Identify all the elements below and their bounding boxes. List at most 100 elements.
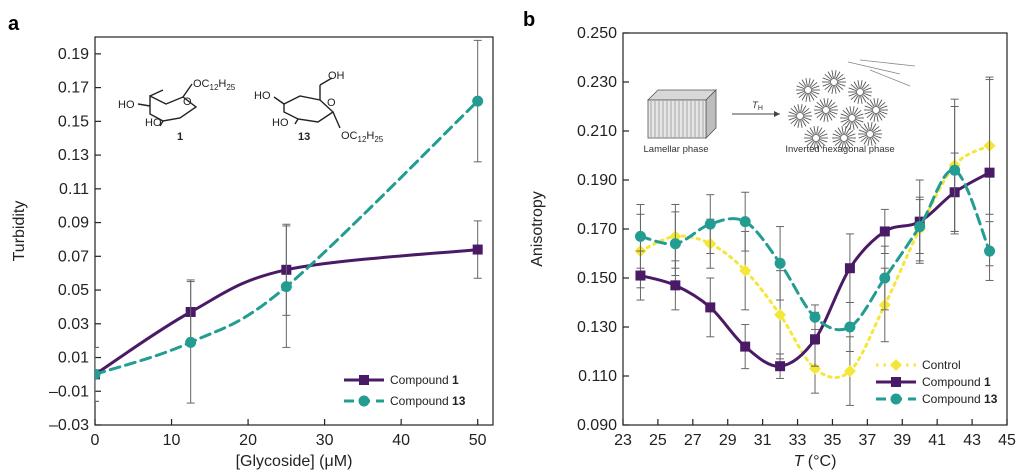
struct1-ho-bottom: HO [145, 117, 162, 129]
y-tick-label: 0.210 [577, 123, 617, 140]
legend-a: Compound 1 Compound 13 [344, 373, 466, 408]
panel-b: b 0.090 0.110 0.130 0.150 0.170 0.190 0.210 0.2… [523, 9, 1016, 470]
data-point [984, 245, 996, 257]
series-line [95, 248, 480, 376]
y-tick-label: 0.190 [577, 172, 617, 189]
legend-swatch-marker [359, 375, 369, 385]
error-bar [95, 346, 99, 402]
x-ticks-a: 0 10 20 30 40 50 [91, 419, 487, 449]
x-tick-label: 23 [614, 432, 632, 449]
x-tick-label: 10 [163, 432, 181, 449]
data-point [809, 311, 821, 323]
y-tick-label: 0.130 [577, 319, 617, 336]
struct13-oh: OH [328, 70, 345, 82]
data-point [740, 341, 751, 352]
bond-anomeric-13 [332, 111, 341, 129]
x-tick-label: 39 [893, 432, 911, 449]
series-line [95, 99, 480, 376]
data-point [705, 302, 716, 313]
data-point [879, 272, 891, 284]
legend-label: Compound 1 [922, 375, 991, 389]
struct13-ho-bottom: HO [272, 117, 289, 129]
y-tick-label: 0.01 [58, 350, 89, 367]
hexagonal-phase-drawing [788, 59, 916, 150]
bond-ho-top-13 [273, 96, 285, 105]
data-point [739, 216, 751, 228]
data-point [95, 368, 101, 380]
legend-item: Compound 1 [876, 375, 991, 389]
x-tick-label: 43 [963, 432, 981, 449]
y-tick-label: 0.13 [58, 147, 89, 164]
y-tick-label: 0.03 [58, 316, 89, 333]
legend-swatch-marker [890, 359, 902, 371]
y-ticks-a: –0.03 –0.01 0.01 0.03 0.05 0.07 0.09 0.11 0.13 0.… [49, 46, 101, 434]
y-tick-label: 0.09 [58, 215, 89, 232]
struct13-chain: OC12H25 [341, 130, 384, 144]
data-point [809, 362, 821, 375]
phase-inset: Lamellar phase TH Inverted hexagonal pha… [644, 59, 916, 155]
ring-oxygen-13: O [327, 97, 336, 109]
data-point [774, 308, 787, 321]
data-point [670, 280, 681, 291]
series-layer-a [95, 39, 484, 404]
y-tick-label: 0.05 [58, 282, 89, 299]
struct1-ho-top: HO [118, 99, 135, 111]
bond-anomeric [182, 83, 193, 98]
legend-item: Compound 1 [344, 373, 459, 387]
bond-ho-bottom-13 [294, 118, 299, 125]
y-tick-label: 0.15 [58, 113, 89, 130]
data-point [774, 257, 786, 269]
data-point [984, 167, 995, 178]
x-tick-label: 50 [469, 432, 487, 449]
x-tick-label: 35 [824, 432, 842, 449]
panel-letter-b: b [523, 9, 535, 31]
structure-compound-1 [137, 83, 198, 127]
data-point [843, 365, 856, 378]
y-axis-title-a: Turbidity [11, 201, 28, 262]
x-tick-label: 0 [91, 432, 100, 449]
bond-ho-top [137, 103, 151, 107]
phase-arrowhead [774, 111, 780, 117]
struct13-number: 13 [298, 131, 310, 143]
struct13-ho-top: HO [254, 90, 271, 102]
x-tick-label: 30 [316, 432, 334, 449]
legend-swatch-marker [891, 377, 901, 387]
legend-item: Control [876, 358, 961, 372]
struct1-number: 1 [177, 131, 183, 143]
y-tick-label: 0.170 [577, 221, 617, 238]
data-point [775, 361, 786, 372]
data-point [185, 336, 197, 348]
plot-frame-a [94, 36, 494, 426]
y-tick-label: 0.11 [59, 181, 89, 198]
data-point [739, 264, 752, 277]
series-compound-13 [634, 106, 996, 352]
series-compound-13 [95, 39, 484, 404]
data-point [949, 164, 961, 176]
y-tick-label: 0.19 [58, 46, 89, 63]
y-tick-label: 0.17 [58, 80, 89, 97]
y-tick-label: 0.090 [577, 417, 617, 434]
x-tick-label: 33 [789, 432, 807, 449]
data-point [472, 95, 484, 107]
panel-letter-a: a [8, 13, 20, 35]
bond-ch2oh-b [319, 77, 333, 86]
ring-compound-1 [149, 94, 198, 122]
data-point [635, 270, 646, 281]
legend-label: Compound 1 [390, 373, 459, 387]
data-point [844, 263, 855, 274]
data-point [669, 238, 681, 250]
data-point [879, 226, 890, 237]
legend-swatch-marker [890, 393, 902, 405]
legend-b: Control Compound 1 Compound 13 [876, 358, 998, 406]
y-tick-label: 0.07 [58, 248, 89, 265]
y-tick-label: 0.150 [577, 270, 617, 287]
arrow-label: TH [752, 100, 763, 112]
y-tick-label: 0.250 [577, 25, 617, 42]
x-axis-title-a: [Glycoside] (μM) [236, 453, 353, 470]
data-point [844, 321, 856, 333]
legend-label: Compound 13 [922, 392, 998, 406]
bond-ho-bottom [159, 120, 164, 127]
y-tick-label: 0.110 [578, 368, 617, 385]
x-tick-label: 31 [754, 432, 772, 449]
